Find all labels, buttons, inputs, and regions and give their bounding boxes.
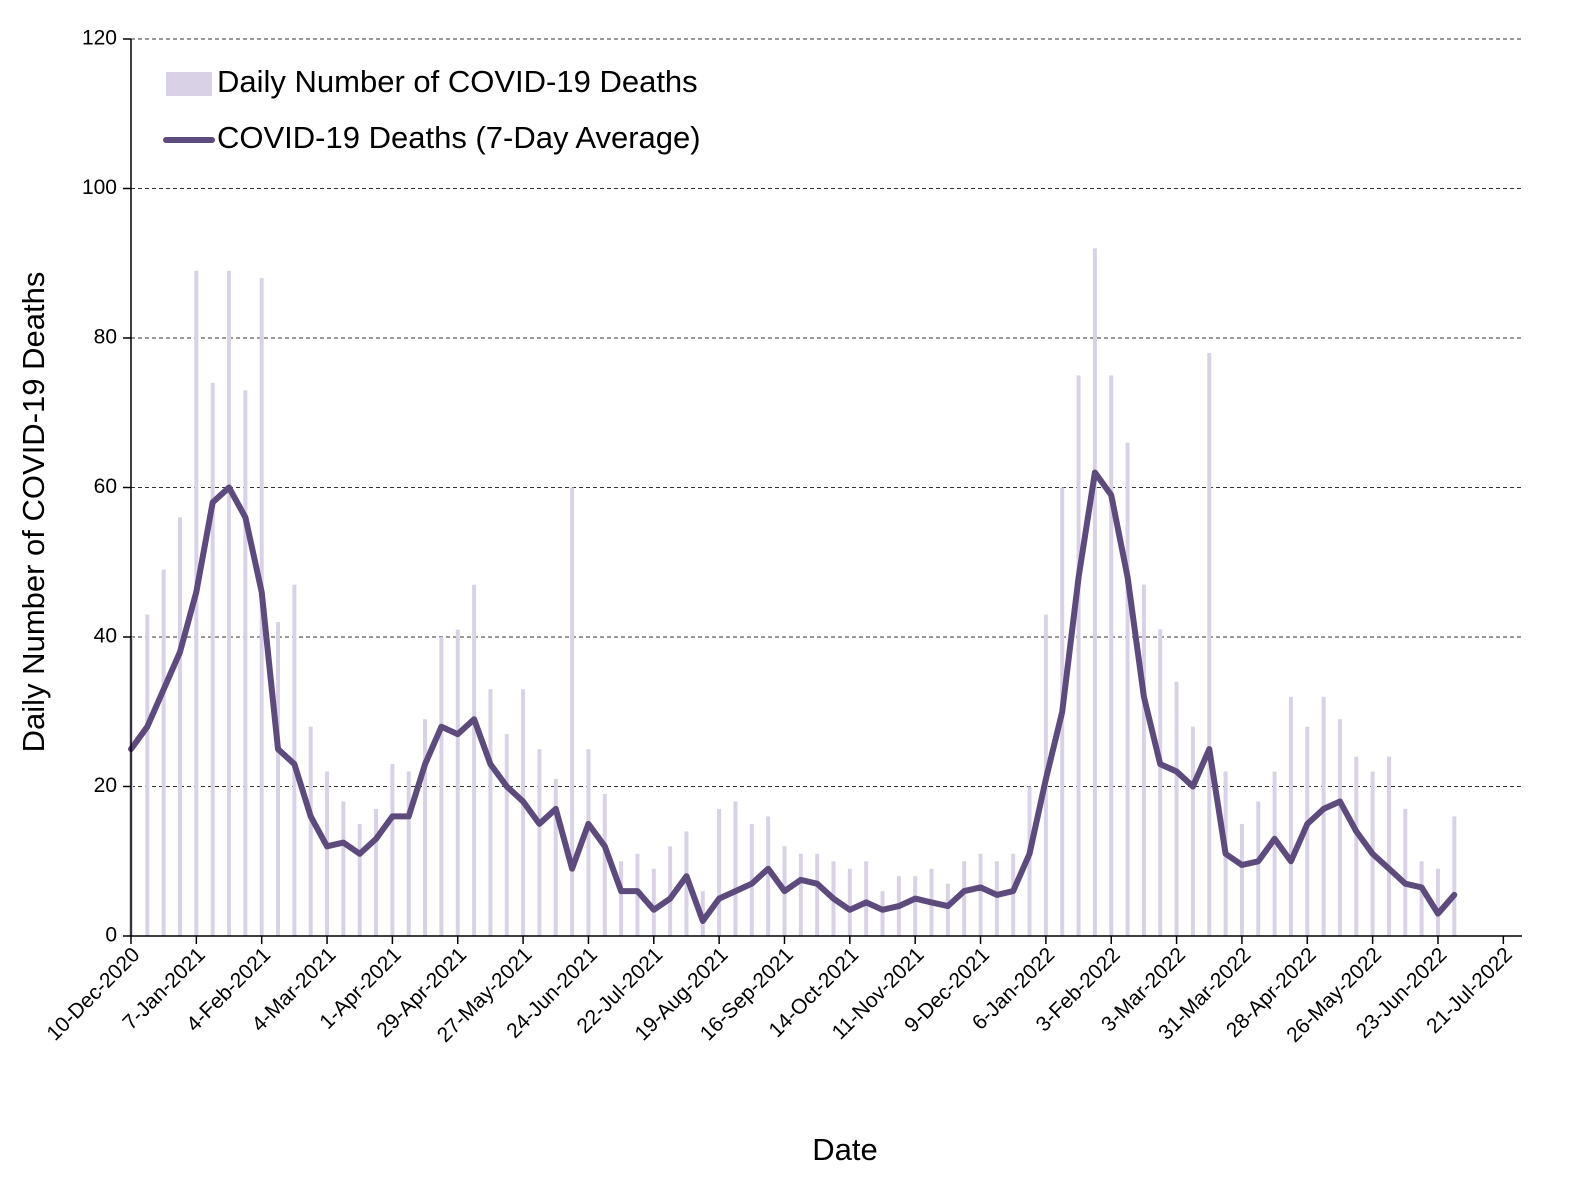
bar: [978, 853, 983, 936]
bar: [815, 853, 820, 936]
y-tick-label: 60: [94, 475, 117, 498]
bar: [439, 637, 444, 936]
y-tick-label: 20: [94, 774, 117, 797]
bar: [1288, 696, 1293, 936]
bar: [1386, 756, 1391, 936]
bar: [1011, 853, 1016, 936]
bar: [1337, 719, 1342, 936]
bar: [994, 861, 999, 936]
bar: [1158, 629, 1163, 936]
y-tick-label: 0: [105, 924, 117, 947]
bar: [178, 517, 183, 936]
lines: [128, 469, 1458, 924]
bar: [1207, 352, 1212, 936]
legend-label: Daily Number of COVID-19 Deaths: [217, 64, 698, 99]
bar: [570, 487, 575, 936]
bar: [341, 801, 346, 936]
bar: [1109, 375, 1114, 936]
bar: [488, 689, 493, 936]
legend-label: COVID-19 Deaths (7-Day Average): [217, 120, 701, 155]
bar: [945, 883, 950, 936]
bar: [1435, 868, 1440, 936]
bar: [1239, 823, 1244, 936]
bar: [210, 382, 215, 937]
bar: [1125, 442, 1130, 936]
bar: [1076, 375, 1081, 936]
bar: [864, 861, 869, 936]
bar: [1272, 771, 1277, 936]
bar: [1190, 726, 1195, 936]
bar: [455, 629, 460, 936]
bar: [1256, 801, 1261, 936]
bar: [1141, 584, 1146, 936]
bar: [1452, 816, 1457, 936]
bar: [357, 823, 362, 936]
bar: [227, 270, 232, 937]
x-axis-label: Date: [812, 1132, 877, 1167]
bar: [602, 793, 607, 936]
bar: [798, 853, 803, 936]
axes: 02040608010012010-Dec-20207-Jan-20214-Fe…: [42, 27, 1522, 1047]
bar: [1092, 248, 1097, 937]
bar: [537, 749, 542, 936]
bar: [553, 779, 558, 936]
y-tick-label: 100: [82, 176, 117, 199]
bar: [194, 270, 199, 937]
bar: [766, 816, 771, 936]
bar: [733, 801, 738, 936]
bar: [145, 614, 150, 936]
legend-swatch: [166, 72, 212, 96]
bar: [586, 749, 591, 936]
bar: [390, 764, 395, 936]
bar: [325, 771, 330, 936]
bar: [504, 734, 509, 936]
bar: [423, 719, 428, 936]
bar: [1321, 696, 1326, 936]
bar: [161, 569, 166, 936]
y-axis-label: Daily Number of COVID-19 Deaths: [16, 272, 51, 753]
bar: [619, 861, 624, 936]
bar: [880, 891, 885, 936]
bar: [913, 876, 918, 936]
bar: [1403, 808, 1408, 936]
bar: [1419, 861, 1424, 936]
y-tick-label: 40: [94, 625, 117, 648]
bar: [717, 808, 722, 936]
bar: [276, 622, 281, 936]
bar: [243, 390, 248, 936]
bar: [308, 726, 313, 936]
bar: [1027, 786, 1032, 936]
bar: [406, 771, 411, 936]
bar: [651, 868, 656, 936]
bar: [472, 584, 477, 936]
bar: [521, 689, 526, 936]
bar: [962, 861, 967, 936]
y-tick-label: 80: [94, 326, 117, 349]
line: [128, 469, 1458, 924]
y-tick-label: 120: [82, 27, 117, 50]
bar: [1174, 681, 1179, 936]
grid: [131, 38, 1522, 787]
bar: [1354, 756, 1359, 936]
bar: [847, 868, 852, 936]
bars: [129, 248, 1457, 937]
bar: [374, 808, 379, 936]
bar: [668, 846, 673, 936]
